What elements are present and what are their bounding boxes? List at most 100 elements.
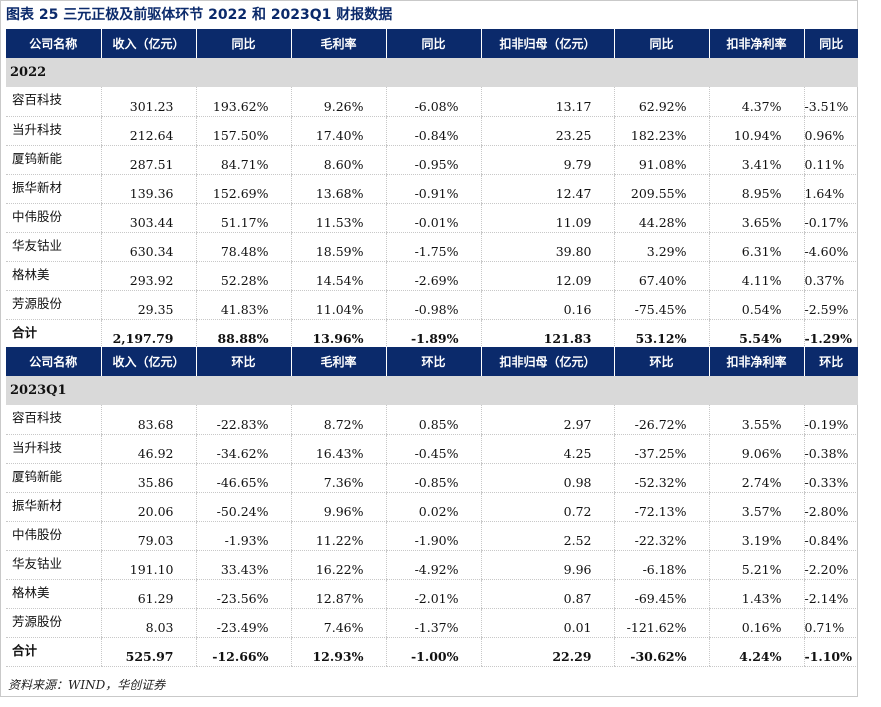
company-name-cell: 格林美 bbox=[6, 261, 101, 291]
value-cell: -2.01% bbox=[385, 579, 481, 609]
value-cell: -46.65% bbox=[195, 463, 291, 493]
financial-table-2023q1: 公司名称 收入（亿元） 环比 毛利率 环比 扣非归母（亿元） 环比 扣非净利率 环比 2023Q… bbox=[6, 347, 858, 667]
column-header: 扣非归母（亿元） bbox=[480, 29, 614, 58]
company-name-cell: 华友钴业 bbox=[6, 550, 101, 580]
value-cell: 12.87% bbox=[290, 579, 386, 609]
table-row: 格林美 293.92 52.28% 14.54% -2.69% 12.09 67.40% 4.… bbox=[6, 261, 858, 291]
value-cell: 7.36% bbox=[290, 463, 386, 493]
value-cell: -37.25% bbox=[613, 434, 709, 464]
value-cell: -2.14% bbox=[803, 579, 858, 609]
value-cell: 301.23 bbox=[100, 87, 196, 117]
value-cell: 193.62% bbox=[195, 87, 291, 117]
value-cell: 0.96% bbox=[803, 116, 858, 146]
value-cell: -1.29% bbox=[803, 319, 858, 349]
value-cell: 630.34 bbox=[100, 232, 196, 262]
value-cell: -0.45% bbox=[385, 434, 481, 464]
value-cell: -75.45% bbox=[613, 290, 709, 320]
value-cell: 0.54% bbox=[708, 290, 804, 320]
value-cell: 51.17% bbox=[195, 203, 291, 233]
value-cell: -23.49% bbox=[195, 608, 291, 638]
source-note: 资料来源：WIND，华创证券 bbox=[8, 678, 166, 692]
financial-table-2022: 公司名称 收入（亿元） 同比 毛利率 同比 扣非归母（亿元） 同比 扣非净利率 同比 2022 容… bbox=[6, 29, 858, 349]
value-cell: 44.28% bbox=[613, 203, 709, 233]
value-cell: -0.84% bbox=[803, 521, 858, 551]
value-cell: 39.80 bbox=[480, 232, 614, 262]
value-cell: 4.37% bbox=[708, 87, 804, 117]
company-name-cell: 容百科技 bbox=[6, 405, 101, 435]
value-cell: 11.22% bbox=[290, 521, 386, 551]
value-cell: 5.54% bbox=[708, 319, 804, 349]
value-cell: 23.25 bbox=[480, 116, 614, 146]
value-cell: 2.97 bbox=[480, 405, 614, 435]
column-header: 收入（亿元） bbox=[100, 347, 196, 376]
value-cell: -4.92% bbox=[385, 550, 481, 580]
value-cell: 157.50% bbox=[195, 116, 291, 146]
company-name-cell: 厦钨新能 bbox=[6, 463, 101, 493]
value-cell: -0.01% bbox=[385, 203, 481, 233]
value-cell: 0.37% bbox=[803, 261, 858, 291]
value-cell: 287.51 bbox=[100, 145, 196, 175]
value-cell: 9.79 bbox=[480, 145, 614, 175]
value-cell: 33.43% bbox=[195, 550, 291, 580]
value-cell: 0.11% bbox=[803, 145, 858, 175]
value-cell: 0.87 bbox=[480, 579, 614, 609]
value-cell: 3.29% bbox=[613, 232, 709, 262]
value-cell: -2.69% bbox=[385, 261, 481, 291]
total-row: 合计 2,197.79 88.88% 13.96% -1.89% 121.83 53.12%… bbox=[6, 319, 858, 349]
value-cell: -0.85% bbox=[385, 463, 481, 493]
value-cell: -3.51% bbox=[803, 87, 858, 117]
value-cell: -12.66% bbox=[195, 637, 291, 667]
value-cell: 1.64% bbox=[803, 174, 858, 204]
value-cell: 2.74% bbox=[708, 463, 804, 493]
value-cell: 4.11% bbox=[708, 261, 804, 291]
company-name-cell: 容百科技 bbox=[6, 87, 101, 117]
value-cell: -1.93% bbox=[195, 521, 291, 551]
column-header: 同比 bbox=[803, 29, 858, 58]
value-cell: 83.68 bbox=[100, 405, 196, 435]
value-cell: 9.96% bbox=[290, 492, 386, 522]
value-cell: 8.95% bbox=[708, 174, 804, 204]
company-name-cell: 合计 bbox=[6, 637, 101, 667]
value-cell: 8.72% bbox=[290, 405, 386, 435]
column-header: 扣非净利率 bbox=[708, 347, 804, 376]
section-row: 2023Q1 bbox=[6, 376, 858, 405]
value-cell: -72.13% bbox=[613, 492, 709, 522]
value-cell: 139.36 bbox=[100, 174, 196, 204]
column-header: 收入（亿元） bbox=[100, 29, 196, 58]
value-cell: 3.65% bbox=[708, 203, 804, 233]
column-header: 扣非净利率 bbox=[708, 29, 804, 58]
value-cell: 62.92% bbox=[613, 87, 709, 117]
value-cell: -52.32% bbox=[613, 463, 709, 493]
table-row: 当升科技 46.92 -34.62% 16.43% -0.45% 4.25 -37.25% 9… bbox=[6, 434, 858, 464]
value-cell: -0.98% bbox=[385, 290, 481, 320]
column-header: 环比 bbox=[385, 347, 481, 376]
value-cell: -26.72% bbox=[613, 405, 709, 435]
column-header: 环比 bbox=[803, 347, 858, 376]
value-cell: -1.00% bbox=[385, 637, 481, 667]
value-cell: 209.55% bbox=[613, 174, 709, 204]
value-cell: 11.04% bbox=[290, 290, 386, 320]
column-header: 扣非归母（亿元） bbox=[480, 347, 614, 376]
value-cell: 0.72 bbox=[480, 492, 614, 522]
value-cell: 9.96 bbox=[480, 550, 614, 580]
total-row: 合计 525.97 -12.66% 12.93% -1.00% 22.29 -30.62% 4… bbox=[6, 637, 858, 667]
section-label: 2022 bbox=[6, 58, 858, 87]
value-cell: 11.09 bbox=[480, 203, 614, 233]
value-cell: 3.19% bbox=[708, 521, 804, 551]
value-cell: -1.75% bbox=[385, 232, 481, 262]
column-header: 公司名称 bbox=[6, 29, 101, 58]
table-row: 芳源股份 8.03 -23.49% 7.46% -1.37% 0.01 -121.62% 0.… bbox=[6, 608, 858, 638]
value-cell: 20.06 bbox=[100, 492, 196, 522]
value-cell: -0.84% bbox=[385, 116, 481, 146]
value-cell: -121.62% bbox=[613, 608, 709, 638]
company-name-cell: 芳源股份 bbox=[6, 290, 101, 320]
value-cell: 191.10 bbox=[100, 550, 196, 580]
value-cell: 303.44 bbox=[100, 203, 196, 233]
section-row: 2022 bbox=[6, 58, 858, 87]
value-cell: 7.46% bbox=[290, 608, 386, 638]
table-row: 当升科技 212.64 157.50% 17.40% -0.84% 23.25 182.23… bbox=[6, 116, 858, 146]
value-cell: -30.62% bbox=[613, 637, 709, 667]
column-header: 同比 bbox=[613, 29, 709, 58]
value-cell: -1.89% bbox=[385, 319, 481, 349]
value-cell: 6.31% bbox=[708, 232, 804, 262]
